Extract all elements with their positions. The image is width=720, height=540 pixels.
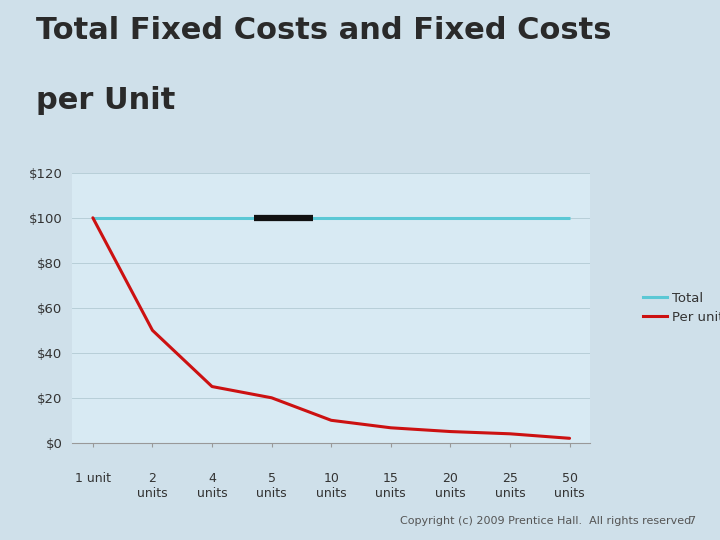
Text: 15
units: 15 units [375,472,406,500]
Text: Copyright (c) 2009 Prentice Hall.  All rights reserved: Copyright (c) 2009 Prentice Hall. All ri… [400,516,691,526]
Text: 50
units: 50 units [554,472,585,500]
Text: 5
units: 5 units [256,472,287,500]
Text: 7: 7 [688,516,695,526]
Text: per Unit: per Unit [36,86,176,116]
Text: 2
units: 2 units [137,472,168,500]
Text: 20
units: 20 units [435,472,466,500]
Text: 25
units: 25 units [495,472,526,500]
Legend: Total, Per unit: Total, Per unit [643,292,720,324]
Text: Total Fixed Costs and Fixed Costs: Total Fixed Costs and Fixed Costs [36,16,611,45]
Text: 10
units: 10 units [316,472,346,500]
Text: 4
units: 4 units [197,472,228,500]
Text: 1 unit: 1 unit [75,472,111,485]
